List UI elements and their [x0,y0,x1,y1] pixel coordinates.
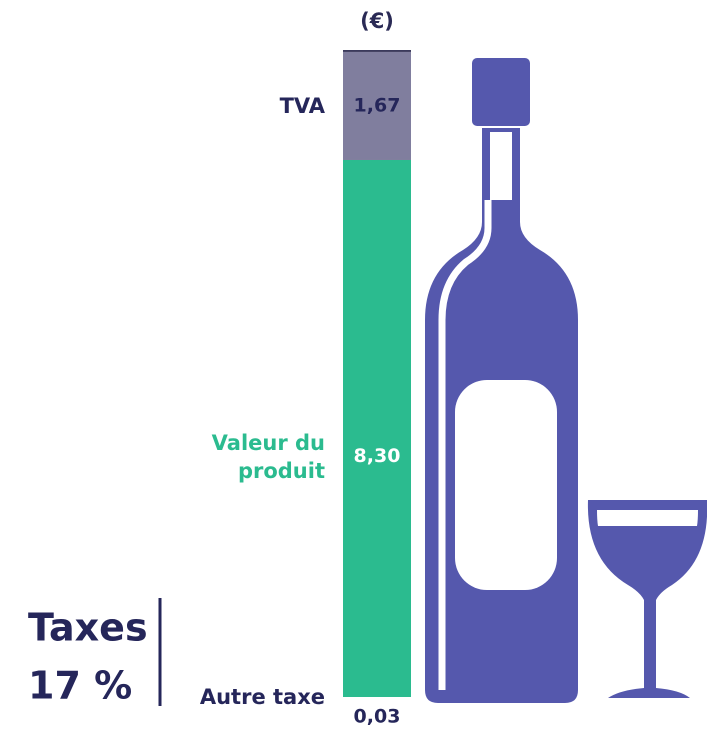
series-name: Autre taxe [125,683,325,711]
unit-label: (€) [360,9,394,33]
bottle [425,58,578,703]
bar-segment [343,160,411,697]
value-label: 1,67 [354,94,401,116]
taxes-label: Taxes [28,606,148,650]
chart: (€) Taxes 17 % 8,30 1,67 0,03 [0,0,707,733]
glass [588,500,707,698]
series-name: TVA [125,92,325,120]
value-label: 8,30 [354,445,401,467]
series-name: Valeur du produit [165,429,325,485]
value-label: 0,03 [354,706,401,728]
infographic: (€) Taxes 17 % 8,30 1,67 0,03 Valeur du pr… [0,0,707,733]
taxes-share: 17 % [28,664,132,708]
bar-segment [343,50,411,52]
